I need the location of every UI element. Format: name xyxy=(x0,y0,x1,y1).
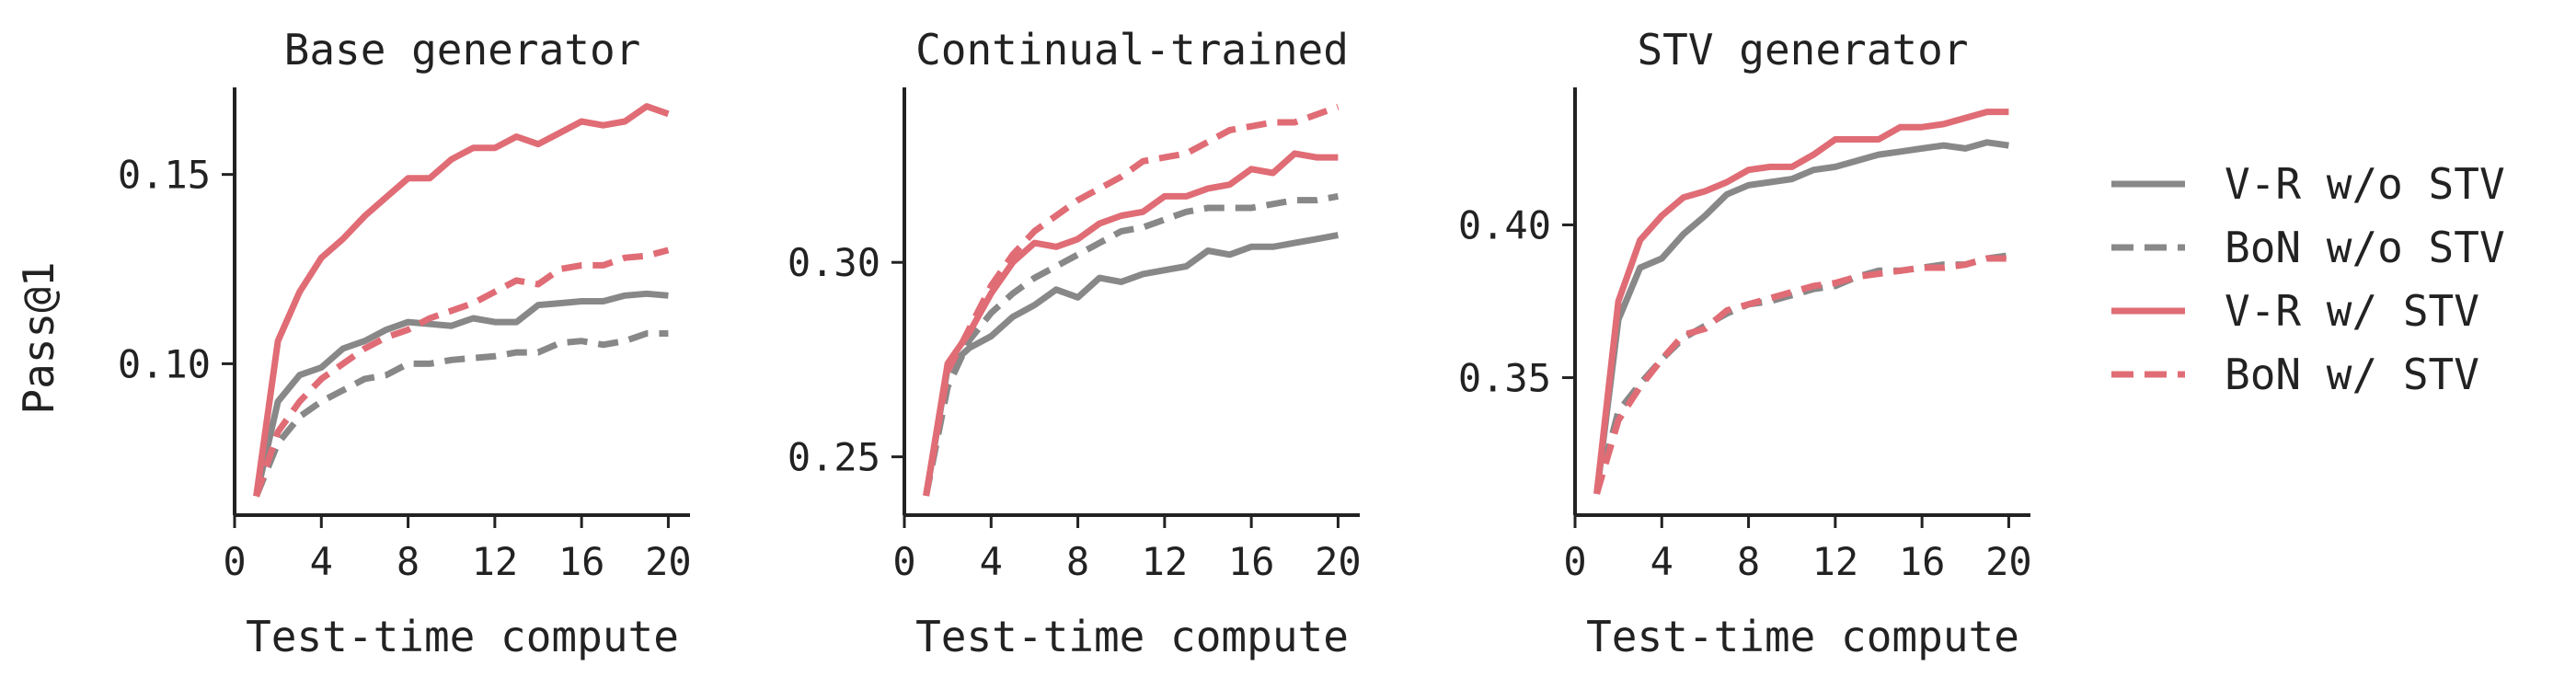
x-tick-label: 16 xyxy=(558,539,605,584)
x-tick-label: 4 xyxy=(980,539,1003,584)
chart-panel-3: 0 4 8 12 16 20 0.35 0.40 STV generator Test-time … xyxy=(1458,25,2032,661)
series-line-v-r-w-o-stv xyxy=(253,290,669,498)
series-line-bon-w-stv xyxy=(923,103,1340,497)
x-tick-label: 0 xyxy=(892,539,915,584)
x-tick-label: 12 xyxy=(1812,539,1859,584)
chart-title: Base generator xyxy=(284,25,641,75)
chart-panel-1: 0 4 8 12 16 20 0.10 0.15 Base generator Test-time… xyxy=(14,25,692,661)
legend-entry: BoN w/ STV xyxy=(2111,350,2479,399)
series-line-bon-w-stv xyxy=(253,247,670,498)
x-tick-label: 0 xyxy=(1563,539,1586,584)
x-tick-label: 8 xyxy=(1066,539,1089,584)
series-line-v-r-w-stv xyxy=(253,103,670,497)
legend-entry: V-R w/ STV xyxy=(2111,286,2479,336)
series-line-v-r-w-stv xyxy=(1593,109,2009,495)
x-tick-label: 16 xyxy=(1228,539,1275,584)
legend: V-R w/o STV BoN w/o STV V-R w/ STV BoN w/ S… xyxy=(2111,159,2505,399)
y-tick-label: 0.35 xyxy=(1458,356,1551,401)
legend-label: BoN w/o STV xyxy=(2225,223,2505,272)
x-tick-label: 12 xyxy=(1142,539,1189,584)
legend-entry: V-R w/o STV xyxy=(2111,159,2505,209)
chart-panel-2: 0 4 8 12 16 20 0.25 0.30 Continual-trained Test-t… xyxy=(788,25,1362,661)
series-line-bon-w-stv xyxy=(1593,255,2009,495)
x-tick-label: 0 xyxy=(223,539,246,584)
y-tick-label: 0.15 xyxy=(118,153,211,198)
series-line-v-r-w-o-stv xyxy=(1593,139,2009,495)
x-tick-label: 4 xyxy=(310,539,333,584)
legend-entry: BoN w/o STV xyxy=(2111,223,2505,272)
x-axis-label: Test-time compute xyxy=(246,612,679,661)
series-line-v-r-w-o-stv xyxy=(923,232,1340,497)
x-axis-label: Test-time compute xyxy=(1586,612,2019,661)
y-tick-label: 0.25 xyxy=(788,435,880,480)
x-tick-label: 4 xyxy=(1650,539,1673,584)
x-tick-label: 8 xyxy=(1737,539,1760,584)
x-tick-label: 20 xyxy=(1315,539,1362,584)
series-line-bon-w-o-stv xyxy=(923,192,1340,497)
y-axis-label: Pass@1 xyxy=(14,261,63,414)
legend-label: BoN w/ STV xyxy=(2225,350,2479,399)
x-tick-label: 8 xyxy=(397,539,420,584)
y-tick-label: 0.40 xyxy=(1458,202,1551,247)
legend-label: V-R w/ STV xyxy=(2225,286,2479,336)
chart-title: STV generator xyxy=(1637,25,1968,75)
chart-panels: 0 4 8 12 16 20 0.10 0.15 Base generator Test-time… xyxy=(14,25,2032,661)
x-tick-label: 12 xyxy=(472,539,519,584)
y-tick-label: 0.10 xyxy=(118,341,211,386)
chart-title: Continual-trained xyxy=(915,25,1349,75)
x-tick-label: 16 xyxy=(1899,539,1946,584)
legend-label: V-R w/o STV xyxy=(2225,159,2505,209)
x-tick-label: 20 xyxy=(645,539,692,584)
x-axis-label: Test-time compute xyxy=(915,612,1349,661)
x-tick-label: 20 xyxy=(1985,539,2032,584)
series-line-v-r-w-stv xyxy=(923,150,1339,497)
series-line-bon-w-o-stv xyxy=(253,330,669,498)
y-tick-label: 0.30 xyxy=(788,240,880,285)
